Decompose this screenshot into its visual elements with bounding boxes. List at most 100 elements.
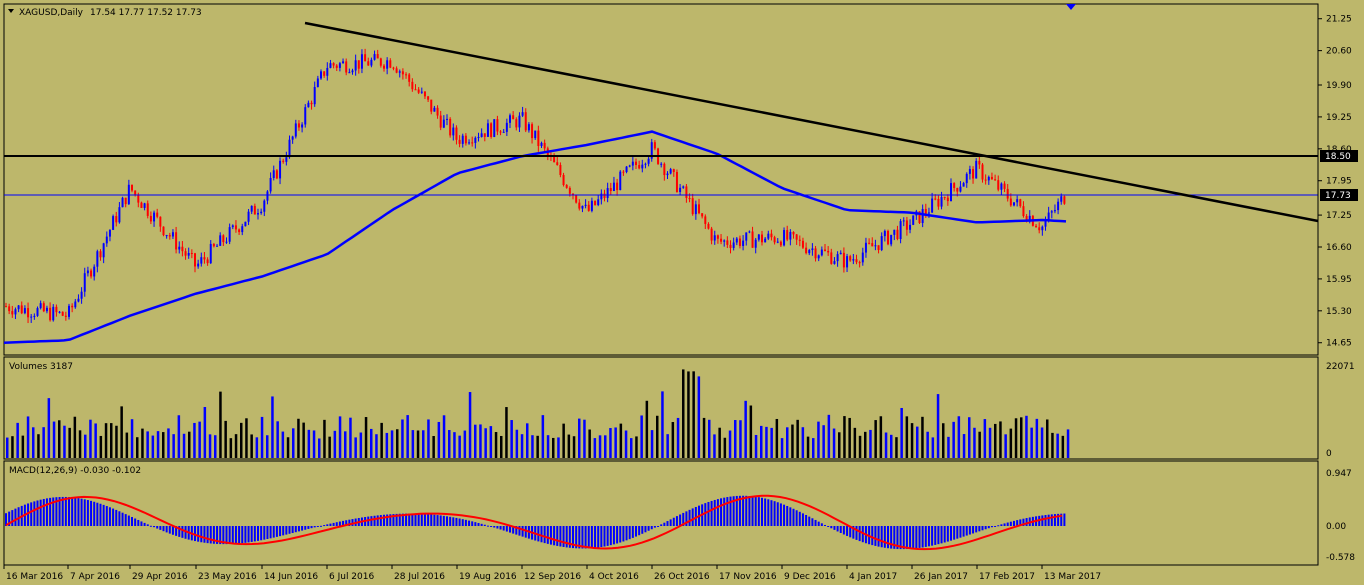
volume-bar [219, 391, 222, 458]
macd-bar [619, 526, 622, 543]
macd-bar [729, 496, 732, 526]
candle-body [27, 308, 30, 318]
volume-bar [619, 423, 623, 458]
macd-bar [556, 526, 559, 546]
candle-body [543, 142, 546, 149]
trendline[interactable] [304, 21, 1319, 223]
volume-bar [588, 429, 591, 458]
macd-bar [83, 499, 86, 526]
candle-body [474, 137, 477, 143]
volume-bar [635, 436, 638, 458]
volume-bar [448, 430, 451, 458]
candle-body [622, 171, 625, 173]
volume-bar [349, 417, 352, 458]
macd-bar [994, 526, 997, 527]
candle-body [244, 221, 247, 227]
macd-bar [1060, 513, 1063, 526]
macd-label: MACD(12,26,9) -0.030 -0.102 [9, 466, 141, 476]
macd-bar [811, 518, 814, 526]
macd-bar [45, 498, 48, 526]
candle-body [943, 197, 946, 199]
candle-body [858, 262, 861, 264]
volume-bar [458, 435, 461, 458]
macd-bar [833, 526, 836, 530]
macd-panel[interactable]: MACD(12,26,9) -0.030 -0.102 0.947 0.00 -… [3, 460, 1355, 566]
candle-body [675, 171, 678, 193]
macd-bar [660, 524, 663, 526]
candle-body [531, 124, 534, 139]
volume-bar [884, 432, 888, 458]
candle-body [297, 123, 300, 128]
candle-body [1022, 206, 1025, 217]
volume-bar [578, 418, 581, 458]
candle-body [899, 221, 902, 240]
macd-bar [820, 523, 823, 526]
macd-bar [200, 526, 203, 543]
candle-body [335, 65, 338, 68]
macd-bar [590, 526, 593, 549]
macd-bar [549, 526, 552, 545]
candle-body [647, 158, 650, 164]
candle-body [194, 253, 196, 267]
candle-body [669, 169, 672, 174]
candle-body [367, 61, 370, 66]
macd-bar [707, 501, 710, 526]
candle-body [241, 226, 244, 233]
macd-bar [455, 517, 458, 526]
macd-bar [115, 509, 118, 526]
volumes-panel[interactable]: Volumes 3187 22071 0 [3, 356, 1355, 460]
macd-bar [105, 506, 108, 526]
volume-bar [42, 427, 45, 458]
candle-body [414, 89, 417, 91]
candle-body [313, 87, 316, 105]
volume-bar [988, 427, 992, 458]
candle-body [987, 176, 990, 181]
candle-body [682, 186, 685, 188]
date-tick-label: 17 Feb 2017 [979, 572, 1035, 582]
candle-body [149, 215, 152, 222]
macd-bar [108, 507, 111, 526]
macd-bar [997, 525, 1000, 527]
macd-bar [231, 526, 234, 544]
volume-bar [760, 425, 763, 458]
candle-body [61, 311, 64, 316]
volume-bar [188, 431, 191, 458]
candle-body [864, 242, 867, 253]
candle-body [316, 78, 319, 88]
macd-bar [203, 526, 206, 543]
shift-marker-icon[interactable] [1066, 4, 1076, 10]
candle-body [880, 236, 883, 250]
macd-bar [783, 504, 786, 526]
candle-body [761, 234, 763, 243]
candle-body [927, 212, 930, 214]
macd-bar [153, 526, 156, 528]
candle-body [39, 303, 42, 309]
candle-body [786, 230, 789, 240]
macd-bar [263, 526, 266, 540]
volume-bar [874, 420, 877, 458]
volume-bar [385, 432, 389, 458]
price-panel[interactable]: XAGUSD,Daily 17.54 17.77 17.52 17.73 [3, 3, 1319, 356]
macd-bar [950, 526, 952, 541]
macd-bar [433, 514, 436, 526]
candle-body [795, 234, 798, 240]
volume-bar [552, 437, 555, 458]
price-tick-label: 18.60 [1326, 145, 1352, 155]
price-tick-label: 14.65 [1326, 339, 1352, 349]
candle-body [883, 230, 886, 237]
macd-bar [71, 497, 74, 526]
macd-bar [509, 526, 511, 533]
macd-bar [55, 497, 58, 526]
macd-bar [121, 512, 124, 526]
dropdown-triangle-icon[interactable] [8, 9, 14, 13]
candle-body [449, 118, 452, 136]
candle-body [171, 232, 174, 237]
volume-bar [718, 427, 721, 458]
candle-body [225, 241, 228, 243]
macd-bar [543, 526, 546, 544]
macd-bar [849, 526, 852, 538]
candle-body [458, 139, 461, 144]
volume-bar [214, 435, 217, 458]
macd-bar [411, 513, 414, 526]
